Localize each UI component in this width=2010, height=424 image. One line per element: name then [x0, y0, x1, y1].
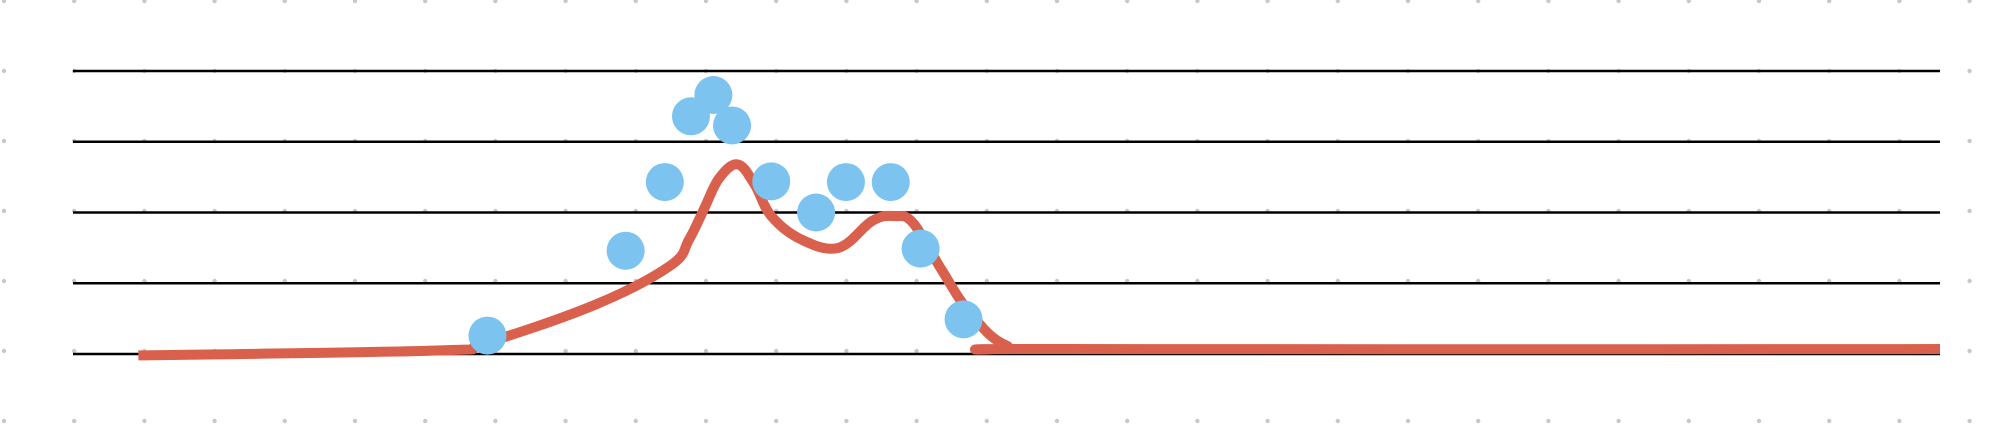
background-dot	[493, 0, 498, 4]
background-dot	[1, 0, 7, 4]
background-dot	[633, 348, 638, 354]
background-dot	[1, 208, 7, 214]
background-dot	[72, 418, 77, 424]
background-dot	[844, 348, 849, 354]
background-dot	[774, 418, 779, 424]
data-point-marker	[826, 163, 865, 202]
background-dot	[1967, 418, 1972, 424]
background-dot	[72, 348, 77, 354]
background-dot	[1616, 418, 1621, 424]
background-dot	[914, 348, 919, 354]
background-dot	[1756, 418, 1762, 424]
series-line-1	[138, 159, 1941, 361]
background-dot	[1335, 418, 1341, 424]
background-dot	[142, 418, 147, 424]
background-dot	[1125, 418, 1130, 424]
background-dot	[1827, 418, 1832, 424]
background-dot	[1967, 0, 1972, 4]
background-dot	[703, 0, 709, 4]
background-dot	[914, 0, 919, 4]
background-dot	[1054, 418, 1060, 424]
background-dot	[1, 68, 7, 74]
background-dot	[774, 0, 779, 4]
background-dot	[1265, 418, 1270, 424]
background-dot	[1265, 0, 1270, 4]
background-dot	[1476, 418, 1481, 424]
data-point-marker	[871, 163, 910, 202]
background-dot	[1, 418, 7, 424]
background-dot	[212, 418, 217, 424]
background-dot	[142, 0, 147, 4]
background-dot	[282, 0, 287, 4]
data-point-marker	[901, 229, 940, 268]
data-point-marker	[645, 163, 684, 202]
data-point-marker	[606, 231, 645, 270]
background-dot	[1335, 0, 1340, 4]
background-dot	[563, 348, 568, 354]
background-dot	[1967, 138, 1972, 144]
background-dot	[423, 0, 428, 4]
background-dot	[282, 418, 287, 424]
background-dot	[1546, 418, 1551, 424]
data-point-marker	[797, 193, 836, 232]
background-dot	[1967, 68, 1972, 74]
data-point-marker	[944, 300, 983, 339]
background-dot	[774, 348, 779, 354]
background-dot	[1195, 418, 1200, 424]
background-dot	[1897, 418, 1902, 424]
background-dot	[352, 418, 358, 424]
background-dot	[1967, 208, 1972, 214]
background-dot	[1405, 418, 1411, 424]
background-dot	[1405, 0, 1411, 4]
background-dot	[984, 418, 989, 424]
background-dot	[633, 0, 638, 4]
series-lines	[138, 159, 1941, 361]
background-dot	[1756, 0, 1762, 4]
background-dot	[1686, 0, 1691, 4]
data-point-marker	[713, 106, 752, 145]
background-dot	[703, 418, 709, 424]
series-markers	[468, 76, 983, 355]
background-dot	[1827, 0, 1832, 4]
background-dot	[1546, 0, 1551, 4]
background-dot	[1125, 0, 1130, 4]
background-dot	[1686, 418, 1692, 424]
data-point-marker	[694, 76, 733, 115]
background-dot	[1054, 0, 1060, 4]
background-dot	[1, 348, 7, 354]
background-dot	[1, 138, 7, 144]
background-dot	[1616, 0, 1621, 4]
background-dot	[1195, 0, 1200, 4]
background-dot	[1967, 348, 1972, 354]
background-dot	[1967, 278, 1972, 284]
background-dot	[703, 348, 709, 354]
background-dot	[423, 418, 428, 424]
background-dot	[844, 0, 849, 4]
background-dot	[563, 0, 568, 4]
background-dot	[563, 418, 568, 424]
background-dot	[633, 418, 638, 424]
horizontal-gridlines	[73, 69, 1940, 356]
data-point-marker	[468, 316, 507, 355]
data-point-marker	[752, 162, 791, 201]
background-dot	[984, 0, 989, 4]
background-dot	[1476, 0, 1481, 4]
background-dot	[212, 0, 217, 4]
background-dot	[352, 0, 358, 4]
background-dot	[72, 0, 77, 4]
background-dot	[844, 418, 849, 424]
background-dot	[914, 418, 919, 424]
background-dot	[1, 278, 7, 284]
background-dot	[1897, 0, 1902, 4]
background-dot	[493, 418, 498, 424]
